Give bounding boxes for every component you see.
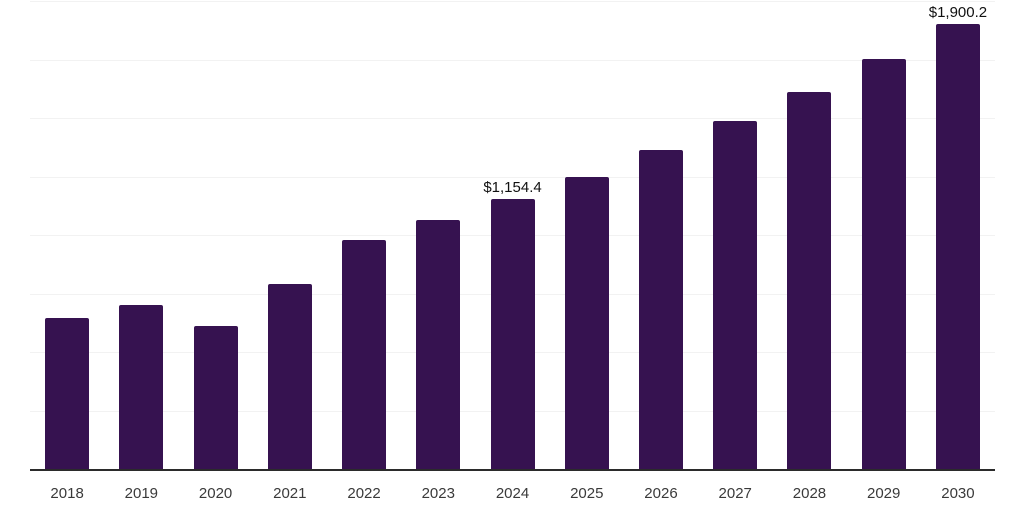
bar-2024[interactable] xyxy=(490,198,535,469)
x-tick-label-2028: 2028 xyxy=(792,485,827,502)
bar-slot-2026 xyxy=(624,1,698,469)
bar-slot-2022 xyxy=(327,1,401,469)
x-tick-label-2020: 2020 xyxy=(198,485,233,502)
bar-2026[interactable] xyxy=(638,149,683,469)
bar-slot-2023 xyxy=(401,1,475,469)
bar-2018[interactable] xyxy=(45,318,90,469)
x-axis: 2018 2019 2020 2021 2022 2023 2024 2025 2026 2027… xyxy=(30,471,995,501)
x-tick-label-2030: 2030 xyxy=(941,485,975,502)
bar-slot-2024: $1,154.4 xyxy=(475,1,549,469)
bar-slot-2021 xyxy=(253,1,327,469)
bar-slot-2030: $1,900.2 xyxy=(921,1,995,469)
x-tick-label-2026: 2026 xyxy=(644,485,678,502)
x-tick-label-2022: 2022 xyxy=(347,485,381,502)
bar-2029[interactable] xyxy=(861,59,906,469)
x-tick-label-2027: 2027 xyxy=(718,485,752,502)
bar-2022[interactable] xyxy=(342,239,387,469)
gridline xyxy=(30,1,995,2)
x-tick-label-2018: 2018 xyxy=(50,485,84,502)
bar-series: $1,154.4 $1,900.2 xyxy=(30,1,995,469)
bar-slot-2018 xyxy=(30,1,104,469)
gridline xyxy=(30,118,995,119)
bar-slot-2028 xyxy=(772,1,846,469)
bar-value-label-2030: $1,900.2 xyxy=(928,4,988,22)
x-tick-label-2024: 2024 xyxy=(495,485,530,502)
bar-2019[interactable] xyxy=(119,304,164,469)
bar-slot-2020 xyxy=(178,1,252,469)
plot-area: $1,154.4 $1,900.2 xyxy=(30,1,995,471)
bar-2027[interactable] xyxy=(713,121,758,469)
bar-slot-2029 xyxy=(847,1,921,469)
bar-slot-2025 xyxy=(550,1,624,469)
x-tick-label-2019: 2019 xyxy=(124,485,159,502)
x-tick-label-2021: 2021 xyxy=(273,485,307,502)
gridline xyxy=(30,59,995,61)
gridline xyxy=(30,176,995,178)
bar-2030[interactable] xyxy=(935,24,980,469)
bar-slot-2019 xyxy=(104,1,178,469)
bar-slot-2027 xyxy=(698,1,772,469)
x-tick-label-2029: 2029 xyxy=(867,485,901,502)
x-tick-label-2025: 2025 xyxy=(570,485,604,502)
bar-2021[interactable] xyxy=(267,283,312,469)
x-tick-label-2023: 2023 xyxy=(421,485,455,502)
bar-2023[interactable] xyxy=(416,219,461,469)
bar-2020[interactable] xyxy=(193,325,238,469)
bar-2025[interactable] xyxy=(564,176,609,469)
bar-value-label-2024: $1,154.4 xyxy=(483,178,542,196)
bar-2028[interactable] xyxy=(787,91,832,469)
